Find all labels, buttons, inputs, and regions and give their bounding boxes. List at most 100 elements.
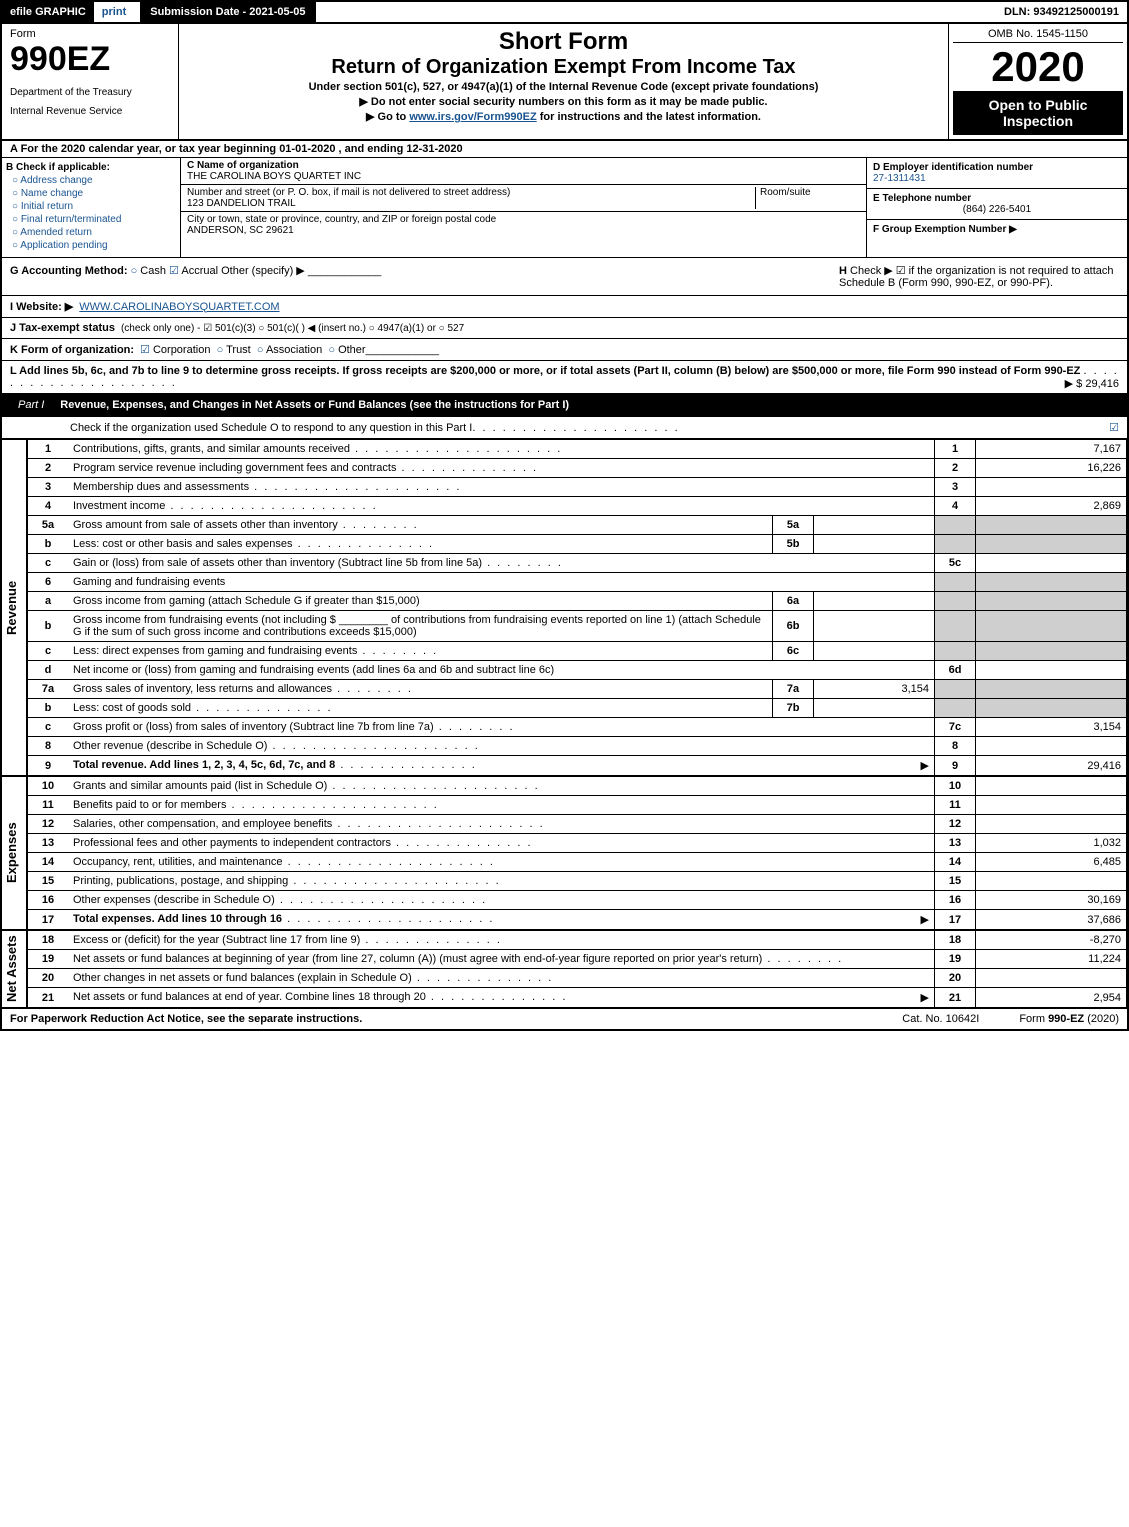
tax-year: 2020 [953,43,1123,91]
l21-num: 21 [28,988,69,1008]
h-label: H [839,265,847,277]
l3-desc: Membership dues and assessments [73,481,249,493]
check-initial-return[interactable]: Initial return [12,201,176,212]
dln-number: DLN: 93492125000191 [996,2,1127,22]
part1-check-row: Check if the organization used Schedule … [2,417,1127,439]
l5a-sub: 5a [773,516,814,535]
part1-title: Revenue, Expenses, and Changes in Net As… [60,399,569,411]
l4-num: 4 [28,497,69,516]
room-label: Room/suite [755,187,860,209]
part1-checkbox[interactable]: ☑ [1109,421,1119,434]
line-3: 3 Membership dues and assessments 3 [28,478,1127,497]
l6b-sub: 6b [773,611,814,642]
l9-desc: Total revenue. Add lines 1, 2, 3, 4, 5c,… [73,759,335,771]
l19-amt: 11,224 [976,950,1127,969]
expenses-table: 10 Grants and similar amounts paid (list… [27,776,1127,930]
l17-amt: 37,686 [976,910,1127,930]
l6a-subval [814,592,935,611]
part1-label: Part I [10,397,52,413]
h-text: Check ▶ ☑ if the organization is not req… [839,265,1114,289]
l6b-desc1: Gross income from fundraising events (no… [73,614,339,626]
l16-amt: 30,169 [976,891,1127,910]
line-18: 18 Excess or (deficit) for the year (Sub… [28,931,1127,950]
l8-ln: 8 [935,737,976,756]
check-address-change[interactable]: Address change [12,175,176,186]
l8-desc: Other revenue (describe in Schedule O) [73,740,267,752]
check-application-pending[interactable]: Application pending [12,240,176,251]
check-amended-return[interactable]: Amended return [12,227,176,238]
line-13: 13 Professional fees and other payments … [28,834,1127,853]
g-cash[interactable]: Cash [131,265,166,277]
l1-num: 1 [28,440,69,459]
j-label: J Tax-exempt status [10,322,115,334]
l7b-num: b [28,699,69,718]
l16-ln: 16 [935,891,976,910]
footer: For Paperwork Reduction Act Notice, see … [2,1008,1127,1029]
line-21: 21 Net assets or fund balances at end of… [28,988,1127,1008]
l3-ln: 3 [935,478,976,497]
l1-amt: 7,167 [976,440,1127,459]
l6d-desc: Net income or (loss) from gaming and fun… [73,664,554,676]
ssn-note: ▶ Do not enter social security numbers o… [183,95,944,108]
l1-ln: 1 [935,440,976,459]
l5c-amt [976,554,1127,573]
l7c-ln: 7c [935,718,976,737]
l7c-amt: 3,154 [976,718,1127,737]
l5b-grey2 [976,535,1127,554]
check-name-change[interactable]: Name change [12,188,176,199]
l18-desc: Excess or (deficit) for the year (Subtra… [73,934,360,946]
l21-ln: 21 [935,988,976,1008]
print-link[interactable]: print [94,2,134,22]
l6a-grey2 [976,592,1127,611]
line-6c: c Less: direct expenses from gaming and … [28,642,1127,661]
line-5a: 5a Gross amount from sale of assets othe… [28,516,1127,535]
l7a-sub: 7a [773,680,814,699]
l5a-subval [814,516,935,535]
l21-desc: Net assets or fund balances at end of ye… [73,991,426,1003]
l6d-amt [976,661,1127,680]
l6d-num: d [28,661,69,680]
website-link[interactable]: WWW.CAROLINABOYSQUARTET.COM [79,301,279,313]
l6c-grey2 [976,642,1127,661]
l10-ln: 10 [935,777,976,796]
revenue-section: Revenue 1 Contributions, gifts, grants, … [2,439,1127,776]
l4-amt: 2,869 [976,497,1127,516]
year-cell: OMB No. 1545-1150 2020 Open to Public In… [948,24,1127,139]
l15-desc: Printing, publications, postage, and shi… [73,875,288,887]
k-corp[interactable]: Corporation [140,343,210,356]
footer-right: Form 990-EZ (2020) [1019,1013,1119,1025]
g-other: Other (specify) ▶ [221,265,305,277]
period-row: A For the 2020 calendar year, or tax yea… [2,141,1127,158]
l6-num: 6 [28,573,69,592]
city-label: City or town, state or province, country… [187,214,860,225]
omb-number: OMB No. 1545-1150 [953,28,1123,43]
l14-ln: 14 [935,853,976,872]
l7b-grey2 [976,699,1127,718]
l5b-sub: 5b [773,535,814,554]
check-final-return[interactable]: Final return/terminated [12,214,176,225]
l17-desc: Total expenses. Add lines 10 through 16 [73,913,282,925]
l6a-desc: Gross income from gaming (attach Schedul… [73,595,420,607]
f-label: F Group Exemption Number ▶ [873,224,1017,235]
l8-num: 8 [28,737,69,756]
g-accrual[interactable]: Accrual [169,265,218,277]
org-addr-cell: Number and street (or P. O. box, if mail… [181,185,866,212]
l7b-subval [814,699,935,718]
l2-num: 2 [28,459,69,478]
line-5b: b Less: cost or other basis and sales ex… [28,535,1127,554]
k-other[interactable]: Other [328,344,365,356]
ein-cell: D Employer identification number 27-1311… [867,158,1127,189]
form-number: 990EZ [10,40,170,79]
l6c-num: c [28,642,69,661]
i-label: I Website: ▶ [10,300,73,313]
org-column: C Name of organization THE CAROLINA BOYS… [181,158,866,257]
irs-link[interactable]: www.irs.gov/Form990EZ [409,111,536,123]
l6b-grey2 [976,611,1127,642]
expenses-vert-label: Expenses [2,776,27,930]
l14-desc: Occupancy, rent, utilities, and maintena… [73,856,283,868]
l16-num: 16 [28,891,69,910]
k-trust[interactable]: Trust [217,344,251,356]
k-assoc[interactable]: Association [257,344,322,356]
l10-amt [976,777,1127,796]
l18-ln: 18 [935,931,976,950]
